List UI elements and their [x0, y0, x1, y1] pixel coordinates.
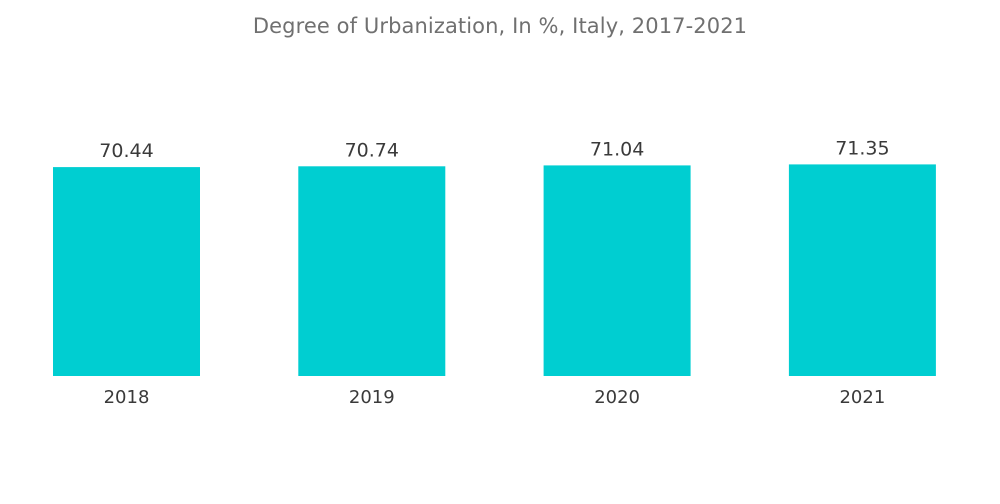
- data-label-2019: 70.74: [345, 139, 399, 161]
- chart-title: Degree of Urbanization, In %, Italy, 201…: [252, 14, 748, 38]
- data-label-2021: 71.35: [835, 137, 889, 159]
- bar-2019: [298, 166, 446, 376]
- data-label-2020: 71.04: [590, 138, 644, 160]
- x-tick-label-2021: 2021: [839, 387, 885, 408]
- x-tick-label-2020: 2020: [594, 387, 640, 408]
- data-label-2018: 70.44: [99, 140, 153, 162]
- x-tick-label-2018: 2018: [104, 387, 150, 408]
- bar-2020: [543, 165, 691, 376]
- bar-2021: [788, 164, 936, 376]
- bar-2018: [53, 167, 200, 376]
- x-tick-label-2019: 2019: [349, 387, 395, 408]
